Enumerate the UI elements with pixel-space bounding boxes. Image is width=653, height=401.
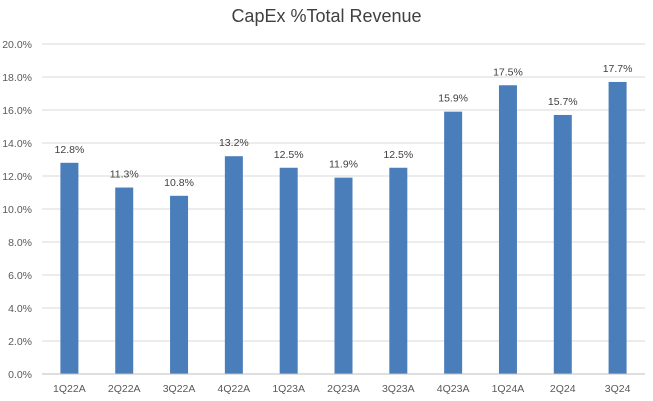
- x-tick-label: 2Q23A: [327, 383, 360, 395]
- axes: 0.0% 2.0% 4.0% 6.0% 8.0% 10.0% 12.0% 14.0% 16.0%…: [2, 39, 645, 395]
- y-tick-label: 16.0%: [2, 105, 32, 117]
- bar: [170, 195, 189, 374]
- y-tick-label: 12.0%: [2, 171, 32, 183]
- x-tick-label: 4Q23A: [437, 383, 470, 395]
- data-label: 17.5%: [493, 66, 523, 78]
- data-label: 15.7%: [548, 96, 578, 108]
- y-tick-label: 4.0%: [8, 303, 32, 315]
- x-tick-label: 4Q22A: [218, 383, 251, 395]
- bar: [389, 167, 408, 374]
- bar: [60, 162, 79, 374]
- x-tick-label: 1Q22A: [53, 383, 86, 395]
- y-tick-label: 20.0%: [2, 39, 32, 51]
- data-label: 10.8%: [164, 177, 194, 189]
- data-label: 11.3%: [110, 169, 139, 181]
- y-tick-label: 14.0%: [2, 138, 32, 150]
- x-tick-label: 1Q24A: [492, 383, 525, 395]
- y-tick-label: 0.0%: [8, 369, 32, 381]
- data-label: 12.5%: [383, 149, 413, 161]
- bar: [279, 167, 298, 374]
- bar: [498, 85, 517, 374]
- y-tick-label: 2.0%: [8, 336, 32, 348]
- y-tick-label: 18.0%: [2, 72, 32, 84]
- y-tick-label: 10.0%: [2, 204, 32, 216]
- data-label: 17.7%: [603, 63, 633, 75]
- bar: [334, 177, 353, 374]
- x-tick-label: 2Q22A: [108, 383, 141, 395]
- x-tick-label: 2Q24: [550, 383, 576, 395]
- y-tick-label: 8.0%: [8, 237, 32, 249]
- chart-title: CapEx %Total Revenue: [231, 6, 422, 26]
- bars: [60, 81, 627, 375]
- x-tick-label: 1Q23A: [272, 383, 305, 395]
- bar: [444, 111, 463, 375]
- bar: [553, 114, 572, 374]
- x-tick-label: 3Q22A: [163, 383, 196, 395]
- data-labels: 12.8% 11.3% 10.8% 13.2% 12.5% 11.9% 12.5% 15.9%…: [55, 63, 633, 189]
- bar: [608, 81, 627, 374]
- data-label: 15.9%: [438, 93, 468, 105]
- data-label: 13.2%: [219, 137, 249, 149]
- x-tick-label: 3Q23A: [382, 383, 415, 395]
- data-label: 11.9%: [329, 159, 358, 171]
- bar: [224, 156, 243, 374]
- data-label: 12.8%: [55, 144, 85, 156]
- x-tick-label: 3Q24: [605, 383, 631, 395]
- data-label: 12.5%: [274, 149, 304, 161]
- bar: [115, 187, 134, 374]
- y-tick-label: 6.0%: [8, 270, 32, 282]
